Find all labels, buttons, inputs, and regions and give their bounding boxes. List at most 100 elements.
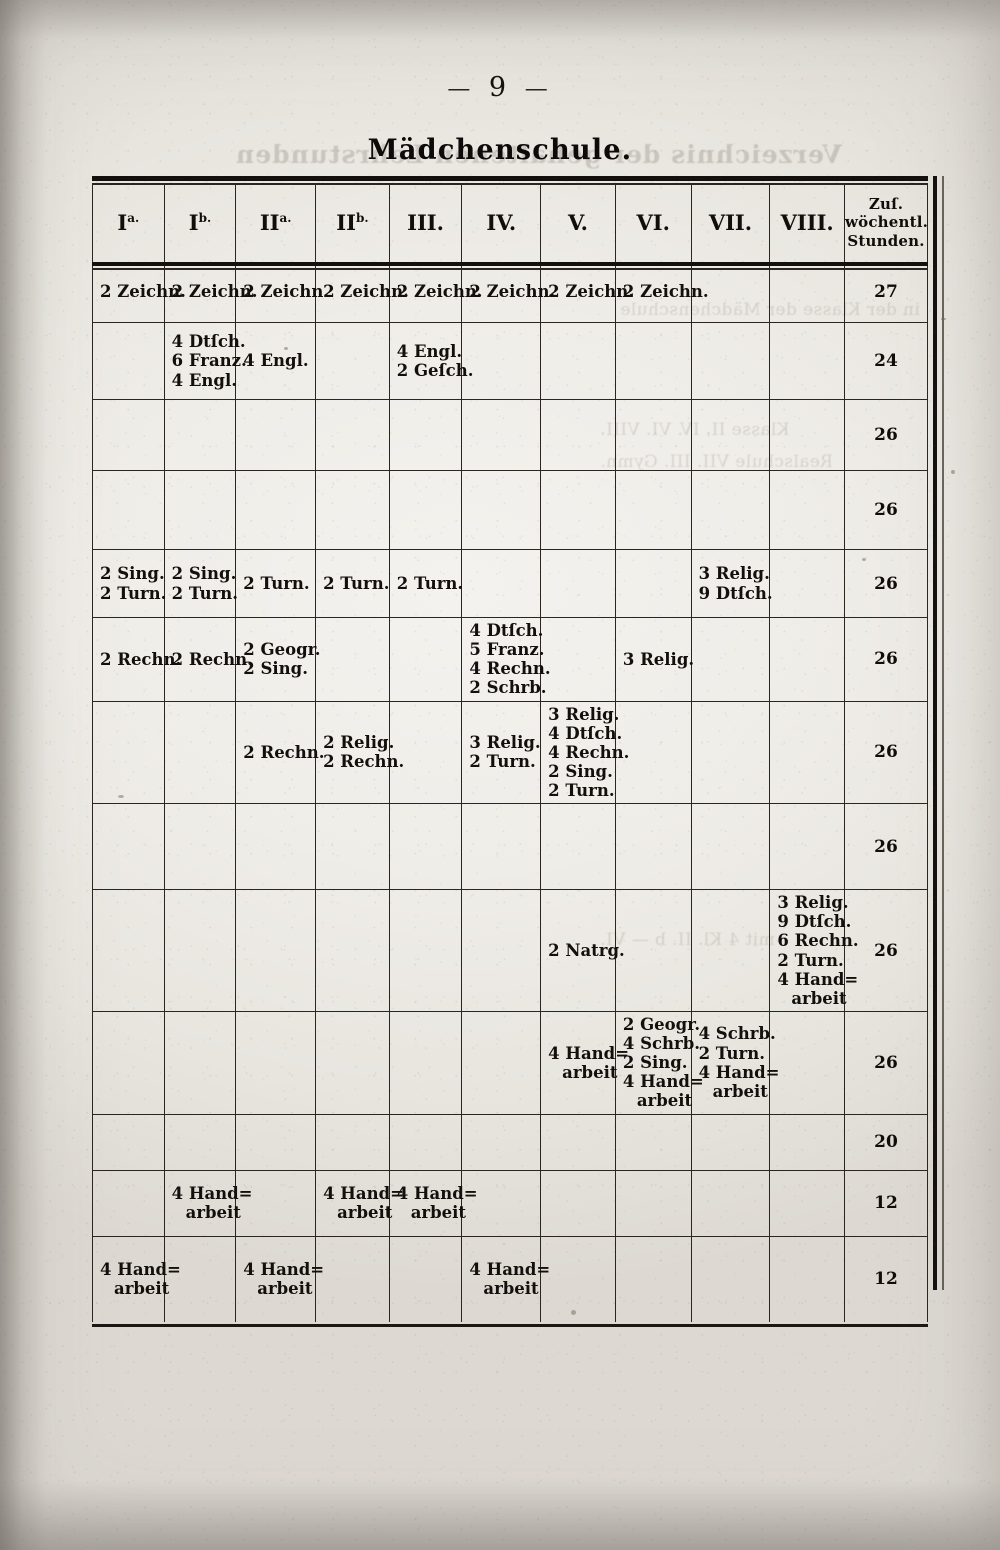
cell-content [770,581,844,587]
cell-content: 4 Hand= arbeit [390,1181,478,1225]
cell-content [770,749,844,755]
row-total-value: 12 [874,1269,898,1289]
row-total-value: 24 [874,351,898,371]
cell-vi: 2 Geogr. 4 Schrb. 2 Sing. 4 Hand= arbeit [614,1010,704,1114]
cell-content: 2 Zeichn. [390,279,483,304]
subject-hours-line: 2 Natrg. [548,940,625,960]
table-top-rule-thin [92,183,928,185]
cell-content [692,507,770,513]
cell-content [616,1276,691,1282]
cell-iv: 3 Relig. 2 Turn. [461,700,542,804]
cell-vii [690,322,771,400]
table-row: 20 [92,1113,928,1170]
table-head: Ia. Ib. IIa. IIb. III. IV. V. VI. VII. VIII. Zuſ. w… [92,183,928,262]
cell-viii [769,399,846,471]
cell-content [692,432,770,438]
cell-content [692,749,770,755]
cell-content: 2 Rechn. [236,740,325,765]
table-row: 2 Natrg. 3 Relig. 9 Dtſch. 6 Rechn. 2 Turn. 4… [92,889,928,1012]
cell-iia: 4 Hand= arbeit [235,1235,324,1322]
table-row: 26 [92,803,928,890]
cell-iv [461,1010,542,1114]
cell-content [316,358,389,364]
cell-iii [388,399,463,471]
cell-content [462,1060,540,1066]
cell-content [390,507,462,513]
cell-viii [769,700,846,804]
cell-ia: 2 Sing. 2 Turn. [92,549,166,618]
cell-ia: 4 Hand= arbeit [92,1235,181,1322]
cell-vi: 2 Zeichn. [614,262,709,323]
cell-content [390,948,462,954]
column-header-iv: IV. [461,183,542,262]
cell-content [692,656,770,662]
cell-content: 2 Turn. [390,571,463,596]
cell-content [692,358,770,364]
class-schedule-table: Ia. Ib. IIa. IIb. III. IV. V. VI. VII. VIII. Zuſ. w… [92,183,928,1322]
cell-iii [388,700,463,804]
row-total-value: 26 [874,500,898,520]
cell-content [390,656,462,662]
cell-iia [235,803,317,890]
cell-viii [769,617,846,701]
cell-total-weekly-hours: 12 [844,1235,928,1322]
cell-content [692,948,770,954]
cell-total-weekly-hours: 26 [844,889,928,1012]
cell-content [236,1060,315,1066]
cell-content [165,948,236,954]
subject-hours-line: 4 Dtſch. [548,723,623,743]
cell-content: 2 Geogr. 4 Schrb. 2 Sing. 4 Hand= arbeit [616,1012,704,1114]
cell-content: 2 Zeichn. [316,279,409,304]
cell-content: 4 Dtſch. 6 Franz. 4 Engl. [165,329,247,392]
cell-content [390,1060,462,1066]
column-header-label: VII. [708,210,753,235]
cell-v: 3 Relig. 4 Dtſch. 4 Rechn. 2 Sing. 2 Turn. [540,700,629,804]
cell-v: 2 Zeichn. [540,262,634,323]
cell-iia: 4 Engl. [235,322,317,400]
cell-content [165,1139,236,1145]
cell-content [236,432,315,438]
cell-content [390,1276,462,1282]
column-header-iii: III. [388,183,463,262]
cell-ib: 2 Zeichn. [163,262,258,323]
table-row: 4 Hand= arbeit 4 Hand= arbeit 4 Hand= arbeit 1… [92,1169,928,1236]
cell-iib [315,803,390,890]
cell-vii: 3 Relig. 9 Dtſch. [690,549,773,618]
cell-content: 2 Zeichn. [165,279,258,304]
subject-hours-line: 2 Zeichn. [100,282,186,302]
subject-hours-line: 4 Engl. [171,370,237,390]
subject-hours-line: 2 Turn. [698,1043,765,1063]
cell-iib [315,399,390,471]
cell-v [540,1235,616,1322]
row-total-value: 26 [874,1052,898,1073]
cell-content: 2 Zeichn. [236,279,329,304]
cell-content [462,844,540,850]
cell-iv [461,549,542,618]
table-row: 26 [92,399,928,471]
cell-content [770,1060,844,1066]
cell-content [93,1060,164,1066]
table-row: 4 Hand= arbeit 4 Hand= arbeit 4 Hand= arbeit 1… [92,1235,928,1322]
subject-hours-line: 2 Rechn. [171,649,253,669]
cell-content [541,844,615,850]
cell-content: 2 Turn. [316,571,389,596]
cell-iv: 4 Hand= arbeit [461,1235,550,1322]
subject-hours-line: 2 Rechn. [243,742,325,762]
subject-hours-line: 6 Rechn. [777,931,859,951]
cell-content [93,844,164,850]
cell-content [616,581,691,587]
folio-dash-left: — [447,76,476,102]
cell-content [770,844,844,850]
subject-hours-line: 4 Hand= [698,1062,780,1082]
cell-vii [690,803,771,890]
cell-iv: 2 Zeichn. [461,262,555,323]
column-header-label: II [336,210,356,235]
subject-hours-line: 4 Schrb. [622,1034,701,1053]
cell-iib: 4 Hand= arbeit [315,1169,404,1236]
subject-hours-line: arbeit [114,1279,170,1298]
cell-iib [315,1010,390,1114]
subject-hours-line: 4 Rechn. [469,659,551,679]
cell-content [692,1200,770,1206]
subject-hours-line: 4 Dtſch. [171,332,246,352]
